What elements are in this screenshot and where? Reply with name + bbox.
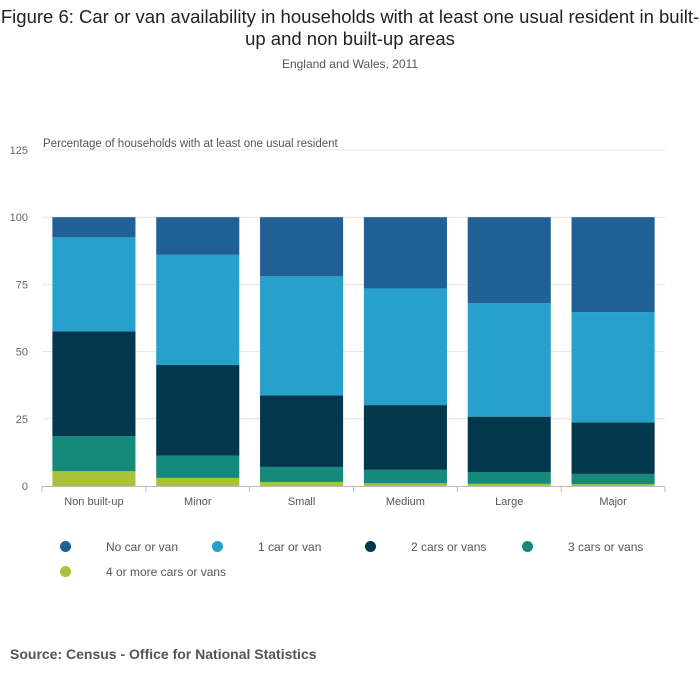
bar-segment [260,481,344,486]
bar-segment [156,477,240,486]
bar-segment [467,472,551,484]
bar-segment [467,483,551,486]
legend-swatch [60,541,71,552]
legend-swatch [522,541,533,552]
y-axis-label: Percentage of households with at least o… [43,138,339,150]
bar-segment [260,466,344,482]
bar-segment [363,217,447,289]
x-tick-label: Non built-up [64,496,123,508]
y-tick-label: 0 [22,481,28,493]
y-tick-label: 75 [16,279,28,291]
bar-segment [260,395,344,467]
bar-segment [467,416,551,473]
bar-segment [52,217,136,238]
bar-segment [571,217,655,313]
y-tick-label: 50 [16,347,28,359]
chart-subtitle: England and Wales, 2011 [281,57,419,71]
bar-segment [260,276,344,396]
y-tick-label: 25 [16,414,28,426]
bar-segment [363,469,447,484]
legend-label: 1 car or van [258,540,322,554]
x-tick-label: Minor [184,496,212,508]
legend-label: No car or van [106,540,179,554]
bar-segment [260,217,344,277]
x-tick-label: Medium [386,496,425,508]
bar-segment [571,312,655,423]
legend-label: 4 or more cars or vans [106,565,227,579]
legend-swatch [60,566,71,577]
stacked-bar-chart: 0 25 50 75 100 125 Percentage of households wi… [10,138,666,508]
bar-segment [156,455,240,478]
bar-segment [52,471,136,486]
bar-segment [156,254,240,366]
legend-label: 2 cars or vans [411,540,487,554]
bar-segment [52,237,136,332]
bar-segment [52,331,136,437]
source-note: Source: Census - Office for National Sta… [10,646,317,662]
bar-segment [571,473,655,485]
y-tick-label: 125 [10,145,28,157]
bar-segment [363,405,447,470]
x-tick-label: Large [495,496,523,508]
bar-segment [467,217,551,304]
bar-segment [156,365,240,456]
bar-segment [571,484,655,486]
bar-segment [363,483,447,486]
legend-swatch [365,541,376,552]
y-tick-label: 100 [10,212,28,224]
legend-label: 3 cars or vans [568,540,644,554]
chart-title: Figure 6: Car or van availability in hou… [0,6,700,49]
bar-segment [52,436,136,472]
bar-segment [156,217,240,255]
bar-segment [467,303,551,417]
x-tick-label: Small [288,496,316,508]
bar-segment [363,288,447,406]
x-tick-label: Major [599,496,627,508]
bar-segment [571,422,655,474]
legend-swatch [212,541,223,552]
